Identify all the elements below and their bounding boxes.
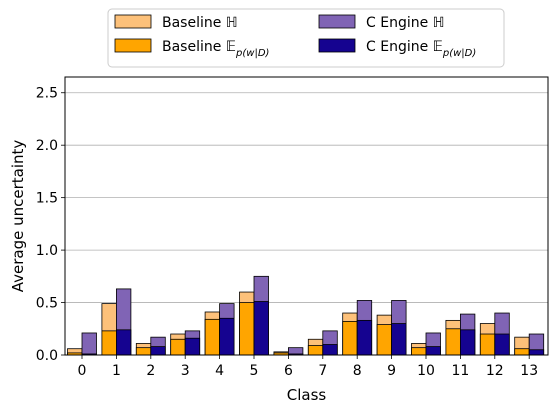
x-tick-label-4: 4 xyxy=(215,363,224,379)
bar-cengine-expected-class-2 xyxy=(150,346,166,356)
x-tick-label-6: 6 xyxy=(284,363,293,379)
bar-cengine-expected-class-5 xyxy=(253,301,269,356)
axis-ticks: 0.00.51.01.52.02.50 1 2 3 4 5 6 7 8 9 10 11 12 13 xyxy=(36,86,538,379)
x-tick-label-12: 12 xyxy=(486,363,504,379)
bar-cengine-expected-class-7 xyxy=(322,344,338,356)
bar-cengine-expected-class-10 xyxy=(425,346,441,356)
bar-cengine-expected-class-9 xyxy=(391,323,407,356)
y-tick-label-4: 2.0 xyxy=(36,138,58,154)
bar-baseline-expected-class-7 xyxy=(307,345,324,356)
bar-cengine-expected-class-4 xyxy=(219,317,235,356)
x-tick-label-8: 8 xyxy=(353,363,362,379)
legend-swatch-2 xyxy=(318,14,356,29)
x-tick-label-13: 13 xyxy=(520,363,538,379)
legend-swatch-0 xyxy=(114,14,152,29)
legend-subscript-3: p(w|D) xyxy=(442,48,476,59)
gridlines xyxy=(65,92,548,303)
bar-baseline-expected-class-2 xyxy=(135,347,152,356)
bar-baseline-expected-class-3 xyxy=(170,338,186,356)
x-tick-label-0: 0 xyxy=(78,363,87,379)
legend-swatch-1 xyxy=(114,38,152,53)
x-tick-label-11: 11 xyxy=(451,363,469,379)
x-tick-label-9: 9 xyxy=(387,363,396,379)
x-axis-label: Class xyxy=(287,386,327,404)
bars xyxy=(67,275,545,356)
bar-cengine-expected-class-1 xyxy=(116,329,132,356)
legend-swatch-3 xyxy=(318,38,356,53)
legend-label-0: Baseline ℍ xyxy=(162,15,238,31)
x-tick-label-5: 5 xyxy=(250,363,259,379)
y-tick-label-1: 0.5 xyxy=(36,296,58,312)
bar-cengine-expected-class-11 xyxy=(459,329,476,356)
bar-baseline-expected-class-13 xyxy=(514,348,530,356)
bar-baseline-expected-class-12 xyxy=(479,333,496,356)
legend-frame xyxy=(107,8,505,68)
bar-baseline-expected-class-1 xyxy=(101,330,117,356)
y-tick-label-3: 1.5 xyxy=(36,191,58,207)
x-tick-label-10: 10 xyxy=(417,363,435,379)
y-tick-label-0: 0.0 xyxy=(36,348,58,364)
bar-baseline-expected-class-9 xyxy=(376,324,393,356)
bar-baseline-expected-class-10 xyxy=(411,347,427,356)
bar-baseline-expected-class-11 xyxy=(445,328,461,356)
bar-baseline-expected-class-5 xyxy=(239,302,255,356)
x-tick-label-7: 7 xyxy=(318,363,327,379)
plot-area-frame xyxy=(64,76,549,356)
legend-label-2: C Engine ℍ xyxy=(366,15,445,31)
y-axis-label: Average uncertainty xyxy=(9,140,27,293)
y-tick-label-2: 1.0 xyxy=(36,243,58,259)
bar-cengine-expected-class-8 xyxy=(356,319,373,356)
bar-cengine-expected-class-3 xyxy=(184,337,201,356)
y-tick-label-5: 2.5 xyxy=(36,86,58,102)
legend-subscript-1: p(w|D) xyxy=(235,48,269,59)
bar-baseline-expected-class-8 xyxy=(342,321,358,356)
bar-cengine-expected-class-13 xyxy=(528,349,545,356)
x-tick-label-1: 1 xyxy=(112,363,121,379)
x-tick-label-3: 3 xyxy=(181,363,190,379)
bar-cengine-expected-class-12 xyxy=(494,333,510,356)
bar-cengine-total-class-0 xyxy=(81,332,97,356)
bar-baseline-expected-class-4 xyxy=(204,318,221,356)
x-tick-label-2: 2 xyxy=(146,363,155,379)
